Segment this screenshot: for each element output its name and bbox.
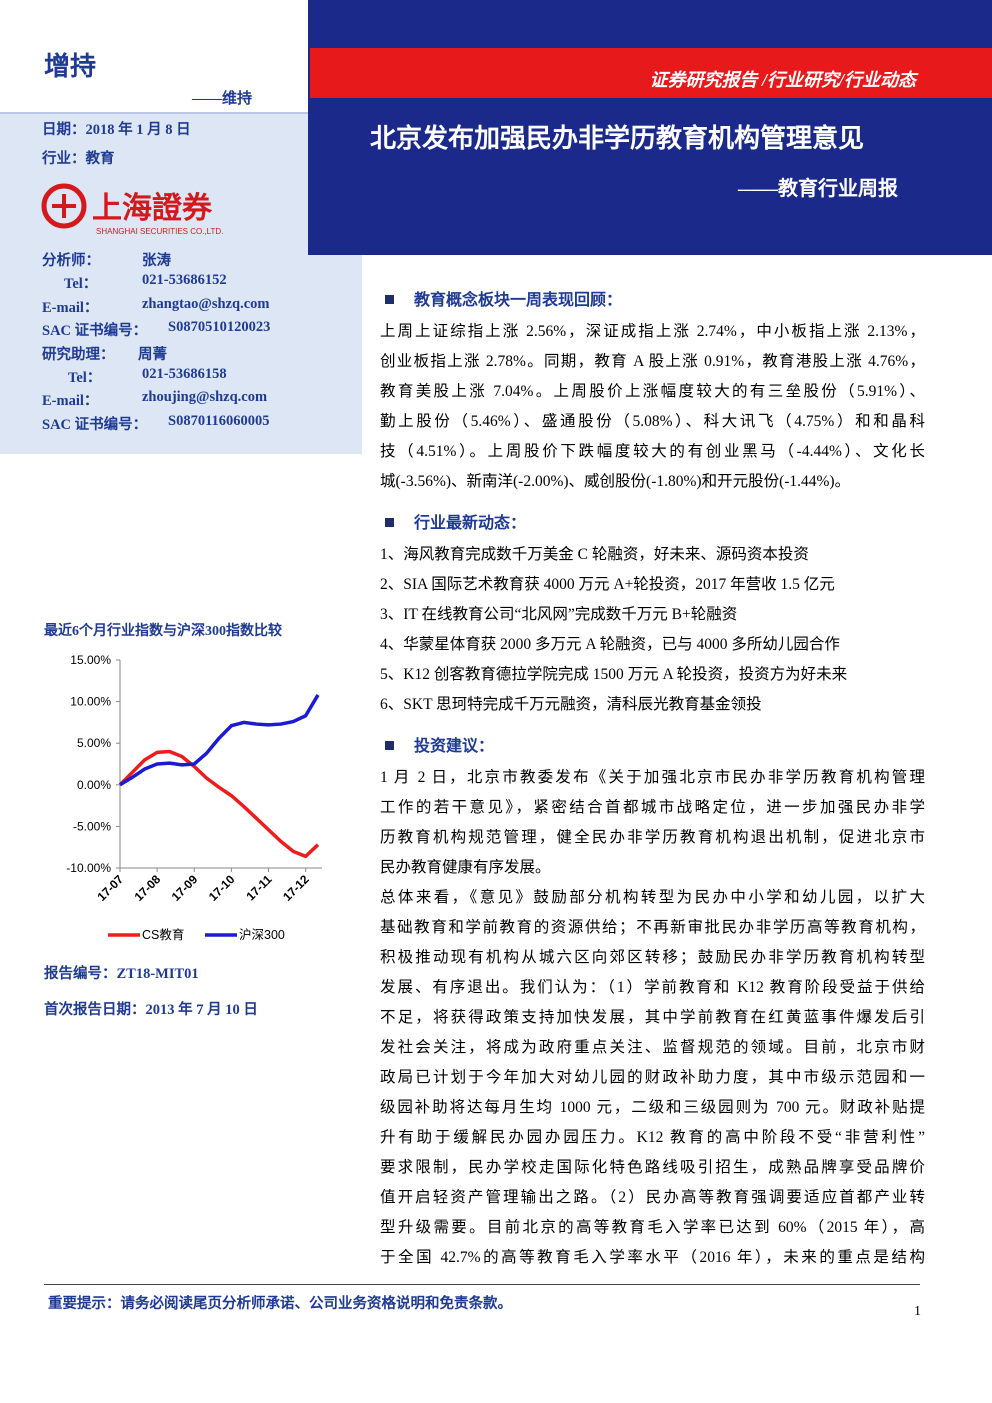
footer-notice: 重要提示：请务必阅读尾页分析师承诺、公司业务资格说明和免责条款。 <box>48 1296 512 1312</box>
contact-label: E-mail： <box>42 299 99 316</box>
category-band <box>310 48 992 98</box>
x-tick-label: 17-08 <box>132 872 164 904</box>
header-band <box>308 0 992 255</box>
y-tick-label: 5.00% <box>77 736 111 750</box>
logo-mark <box>52 194 76 218</box>
text-line: 积极推动现有机构从城六区向郊区转移；鼓励民办非学历教育机构转型 <box>380 949 925 966</box>
text-line: 级园补助将达每月生均 1000 元，二级和三级园则为 700 元。财政补贴提 <box>380 1099 925 1116</box>
text-line: 要求限制，民办学校走国际化特色路线吸引招生，成熟品牌享受品牌价 <box>380 1159 925 1176</box>
legend-label: CS教育 <box>142 927 184 942</box>
text-line: 6、SKT 思珂特完成千万元融资，清科辰光教育基金领投 <box>380 696 762 713</box>
contact-value: S0870510120023 <box>168 319 271 336</box>
text-line: 值开启轻资产管理输出之路。（2）民办高等教育强调要适应首都产业转 <box>380 1189 925 1206</box>
contact-label: Tel： <box>64 276 98 293</box>
text-line: 勤上股份（5.46%）、盛通股份（5.08%）、科大讯飞（4.75%）和和晶科 <box>380 413 925 430</box>
legend-label: 沪深300 <box>239 928 285 942</box>
series-line <box>119 694 320 787</box>
logo-english: SHANGHAI SECURITIES CO.,LTD. <box>96 227 223 236</box>
text-line: 型升级需要。目前北京的高等教育毛入学率已达到 60%（2015 年），高 <box>380 1219 925 1236</box>
text-line: 发社会关注，将成为政府重点关注、监督规范的领域。目前，北京市财 <box>380 1039 925 1056</box>
series-line <box>118 749 320 859</box>
rating: 增持 <box>44 52 97 81</box>
x-tick-label: 17-09 <box>169 872 201 904</box>
text-line: 3、IT 在线教育公司“北风网”完成数千万元 B+轮融资 <box>380 606 738 623</box>
text-line: 历教育机构规范管理，健全民办非学历教育机构退出机制，促进北京市 <box>380 829 925 846</box>
text-line: 创业板指上涨 2.78%。同期，教育 A 股上涨 0.91%，教育港股上涨 4.… <box>380 353 925 370</box>
contact-value: zhangtao@shzq.com <box>142 295 270 312</box>
x-tick-label: 17-11 <box>243 872 274 903</box>
contact-label: Tel： <box>68 370 102 386</box>
date: 日期：2018 年 1 月 8 日 <box>42 122 191 138</box>
text-line: 技（4.51%）。上周股价下跌幅度较大的有创业黑马（-4.44%）、文化长 <box>380 443 925 460</box>
logo: 上海證券 SHANGHAI SECURITIES CO.,LTD. <box>41 183 223 236</box>
section-heading: 行业最新动态： <box>385 509 526 539</box>
text-line: 1、海风教育完成数千万美金 C 轮融资，好未来、源码资本投资 <box>380 546 809 563</box>
y-tick-label: 10.00% <box>70 695 111 709</box>
y-tick-label: 0.00% <box>77 778 111 792</box>
report-category: 证券研究报告 /行业研究/行业动态 <box>649 70 916 90</box>
first-report-date: 首次报告日期：2013 年 7 月 10 日 <box>44 1002 258 1018</box>
text-line: 上周上证综指上涨 2.56%，深证成指上涨 2.74%，中小板指上涨 2.13%… <box>380 323 925 340</box>
logo-mark <box>41 183 87 229</box>
y-tick-label: -5.00% <box>73 819 111 833</box>
contact-label: SAC 证书编号： <box>42 323 148 340</box>
contact-label: E-mail： <box>42 393 99 410</box>
contact-value: zhoujing@shzq.com <box>142 389 268 406</box>
text-line: 升有助于缓解民办园办园压力。K12 教育的高中阶段不受“非营利性” <box>380 1129 925 1146</box>
report-subtitle: ——教育行业周报 <box>738 178 898 200</box>
report-number: 报告编号：ZT18-MIT01 <box>44 966 199 982</box>
footer-rule <box>44 1284 920 1285</box>
logo-name: 上海證券 <box>92 191 213 226</box>
text-line: 总体来看，《意见》鼓励部分机构转型为民办中小学和幼儿园，以扩大 <box>380 889 925 906</box>
contact-value: 张涛 <box>142 253 171 269</box>
contact-value: 021-53686152 <box>142 272 227 289</box>
contact-label: 分析师： <box>42 253 100 269</box>
contact-label: SAC 证书编号： <box>42 416 148 433</box>
text-line: 基础教育和学前教育的资源供给；不再新审批民办非学历高等教育机构， <box>380 919 925 936</box>
page-number: 1 <box>914 1304 921 1319</box>
report-title: 北京发布加强民办非学历教育机构管理意见 <box>370 124 865 153</box>
text-line: 2、SIA 国际艺术教育获 4000 万元 A+轮投资，2017 年营收 1.5… <box>380 576 835 593</box>
contact-value: 周菁 <box>138 346 167 363</box>
contact-label: 研究助理： <box>42 346 115 363</box>
y-tick-label: 15.00% <box>70 653 111 667</box>
text-line: 于全国 42.7%的高等教育毛入学率水平（2016 年），未来的重点是结构 <box>380 1249 925 1266</box>
text-line: 发展、有序退出。我们认为：（1）学前教育和 K12 教育阶段受益于供给 <box>380 979 925 996</box>
rating-previous: ——维持 <box>192 91 253 107</box>
x-tick-label: 17-07 <box>95 872 127 904</box>
x-tick-label: 17-12 <box>280 872 312 904</box>
text-line: 教育美股上涨 7.04%。上周股价上涨幅度较大的有三垒股份（5.91%）、 <box>380 383 925 400</box>
section-heading: 投资建议： <box>385 732 494 762</box>
text-line: 民办教育健康有序发展。 <box>380 859 551 876</box>
contact-value: S0870116060005 <box>168 412 270 429</box>
text-line: 工作的若干意见》，紧密结合首都城市战略定位，进一步加强民办非学 <box>380 799 925 816</box>
text-line: 1 月 2 日，北京市教委发布《关于加强北京市民办非学历教育机构管理 <box>380 769 925 786</box>
info-panel <box>0 112 362 454</box>
text-line: 城(-3.56%)、新南洋(-2.00%)、威创股份(-1.80%)和开元股份(… <box>380 473 851 490</box>
text-line: 5、K12 创客教育德拉学院完成 1500 万元 A 轮投资，投资方为好未来 <box>380 666 848 683</box>
text-line: 政局已计划于今年加大对幼儿园的财政补助力度，其中市级示范园和一 <box>380 1069 925 1086</box>
x-tick-label: 17-10 <box>206 872 238 904</box>
industry: 行业：教育 <box>42 151 115 167</box>
chart-title: 最近6个月行业指数与沪深300指数比较 <box>44 624 282 639</box>
chart: 15.00% 10.00% 5.00% 0.00% -5.00% -10.00%17-07… <box>66 653 322 942</box>
y-tick-label: -10.00% <box>66 861 111 875</box>
text-line: 4、华蒙星体育获 2000 多万元 A 轮融资，已与 4000 多所幼儿园合作 <box>380 636 840 653</box>
text-line: 不足，将获得政策支持加快发展，其中学前教育在红黄蓝事件爆发后引 <box>380 1009 925 1026</box>
section-heading: 教育概念板块一周表现回顾： <box>385 286 622 316</box>
contact-value: 021-53686158 <box>142 366 227 382</box>
